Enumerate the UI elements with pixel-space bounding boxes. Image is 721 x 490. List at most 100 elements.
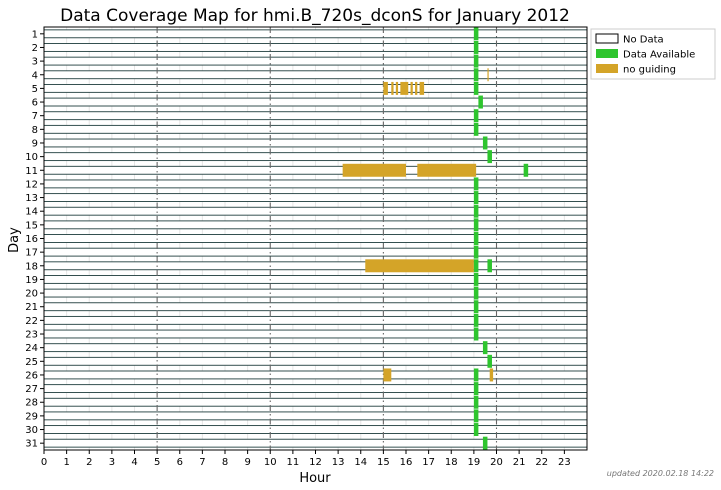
y-tick-label: 3 — [32, 57, 38, 68]
y-tick-label: 11 — [25, 166, 38, 177]
y-tick-label: 14 — [25, 207, 38, 218]
x-tick-label: 10 — [264, 457, 277, 468]
segment-no-guiding — [395, 81, 399, 95]
x-tick-label: 0 — [41, 457, 47, 468]
x-tick-label: 3 — [109, 457, 115, 468]
day-row-bar — [43, 97, 588, 107]
y-tick-label: 25 — [25, 357, 38, 368]
segment-available — [473, 395, 479, 409]
y-tick-label: 9 — [32, 138, 38, 149]
x-tick-label: 21 — [513, 457, 526, 468]
y-tick-label: 15 — [25, 220, 38, 231]
y-tick-label: 7 — [32, 111, 38, 122]
day-row-bar — [43, 206, 588, 216]
day-row-bar — [43, 43, 588, 52]
day-row-bar — [43, 124, 588, 134]
y-tick-label: 27 — [25, 384, 38, 395]
y-tick-label: 26 — [25, 370, 38, 381]
day-row-bar — [43, 152, 588, 162]
day-row-bar — [43, 315, 588, 325]
y-axis-label: Day — [7, 227, 22, 253]
x-axis-label: Hour — [299, 471, 331, 486]
day-row-bar — [43, 138, 588, 148]
day-row-bar — [43, 70, 588, 80]
y-tick-label: 16 — [25, 234, 38, 245]
x-tick-label: 4 — [131, 457, 137, 468]
segment-available — [473, 218, 479, 232]
legend-label: No Data — [623, 35, 664, 46]
chart-title: Data Coverage Map for hmi.B_720s_dconS f… — [60, 6, 570, 26]
x-tick-label: 11 — [287, 457, 300, 468]
segment-available — [473, 40, 479, 54]
y-tick-label: 6 — [32, 98, 38, 109]
y-tick-label: 5 — [32, 84, 38, 95]
plot-area: 1234567891011121314151617181920212223242… — [25, 26, 588, 468]
day-row-bar — [43, 165, 588, 175]
day-row-bar — [43, 370, 588, 380]
segment-no-guiding — [383, 81, 388, 95]
segment-available — [482, 341, 488, 355]
day-row-bar — [43, 179, 588, 189]
segment-available — [473, 368, 479, 382]
segment-available — [482, 436, 488, 450]
legend-swatch-available — [596, 49, 618, 58]
day-row-bar — [43, 438, 588, 448]
day-row-bar — [43, 288, 588, 298]
x-tick-label: 16 — [400, 457, 413, 468]
updated-timestamp: updated 2020.02.18 14:22 — [607, 469, 714, 478]
segment-available — [487, 354, 492, 368]
segment-available — [473, 327, 479, 341]
segment-no-guiding — [489, 368, 494, 382]
segment-available — [473, 313, 479, 327]
day-row-bar — [43, 275, 588, 284]
segment-no-guiding — [365, 259, 474, 273]
segment-available — [482, 136, 488, 150]
segment-no-guiding — [487, 68, 489, 82]
day-row-bar — [43, 220, 588, 230]
x-tick-label: 9 — [244, 457, 250, 468]
day-row-bar — [43, 111, 588, 121]
x-tick-label: 23 — [558, 457, 571, 468]
day-row-bar — [43, 234, 588, 243]
x-tick-label: 15 — [377, 457, 390, 468]
segment-no-guiding — [391, 81, 394, 95]
segment-available — [473, 259, 479, 273]
day-row-bar — [43, 343, 588, 353]
x-tick-label: 5 — [154, 457, 160, 468]
segment-no-guiding — [400, 81, 409, 95]
x-tick-label: 17 — [422, 457, 435, 468]
x-tick-label: 14 — [354, 457, 367, 468]
y-tick-label: 30 — [25, 425, 38, 436]
x-tick-label: 13 — [332, 457, 345, 468]
legend-swatch-no-data — [595, 33, 619, 44]
legend: No Data Data Available no guiding — [590, 28, 716, 80]
segment-available — [473, 109, 479, 123]
y-tick-label: 1 — [32, 29, 38, 40]
x-tick-label: 7 — [199, 457, 205, 468]
segment-no-guiding — [410, 81, 413, 95]
segment-available — [473, 204, 479, 218]
y-tick-label: 20 — [25, 289, 38, 300]
y-tick-label: 28 — [25, 398, 38, 409]
x-tick-label: 6 — [177, 457, 183, 468]
day-row-bar — [43, 193, 588, 202]
segment-available — [478, 95, 483, 109]
segment-available — [473, 81, 479, 95]
segment-available — [473, 122, 479, 136]
segment-available — [473, 245, 479, 259]
segment-available — [487, 150, 492, 164]
x-tick-label: 1 — [63, 457, 69, 468]
segment-available — [473, 191, 479, 205]
x-tick-label: 18 — [445, 457, 458, 468]
segment-available — [473, 286, 479, 300]
segment-available — [473, 68, 479, 82]
y-tick-label: 24 — [25, 343, 38, 354]
day-row-bar — [43, 29, 588, 39]
segment-available — [473, 177, 479, 191]
day-row-bar — [43, 425, 588, 434]
segment-no-guiding — [383, 368, 392, 382]
y-tick-label: 2 — [32, 43, 38, 54]
day-row-bar — [43, 411, 588, 421]
segment-no-guiding — [415, 81, 418, 95]
